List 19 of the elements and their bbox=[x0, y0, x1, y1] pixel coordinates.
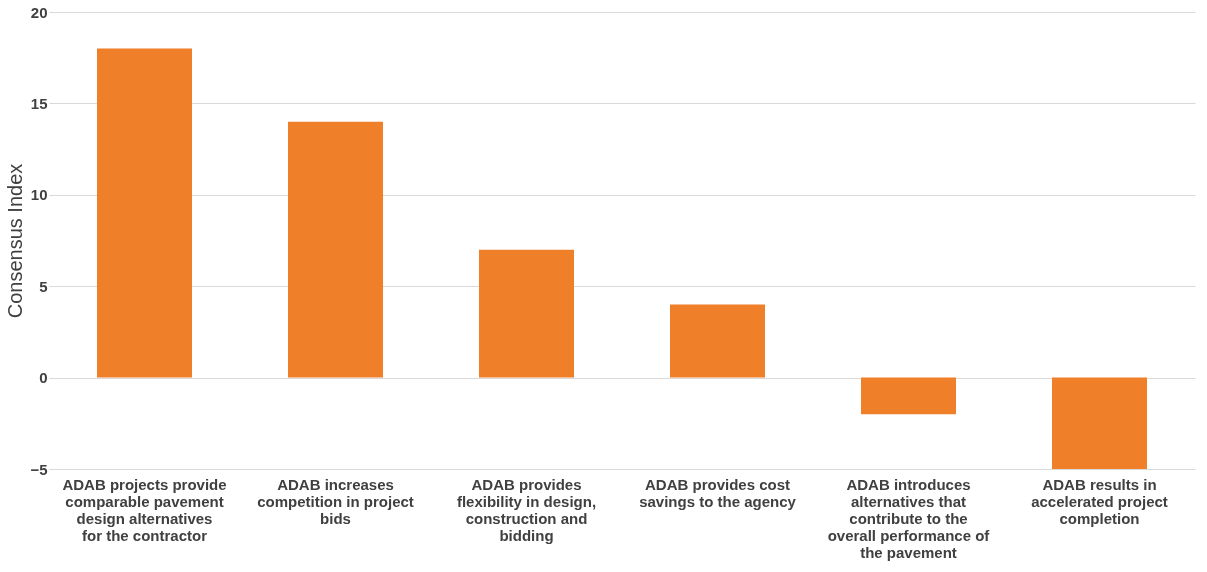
y-tick-label: 5 bbox=[39, 277, 48, 295]
x-tick-label: ADAB increases competition in project bids bbox=[257, 475, 414, 527]
x-tick-label: ADAB projects provide comparable pavement design alternatives for the contractor bbox=[62, 475, 227, 544]
bar bbox=[97, 48, 192, 378]
x-tick-label: ADAB provides flexibility in design, construction and bidding bbox=[456, 475, 597, 544]
x-tick-label: ADAB results in accelerated project completion bbox=[1031, 475, 1168, 527]
bar bbox=[670, 304, 765, 378]
y-tick-label: 10 bbox=[30, 186, 48, 204]
y-tick-label: −5 bbox=[30, 460, 48, 478]
x-tick-label: ADAB provides cost savings to the agency bbox=[639, 475, 797, 510]
y-tick-label: 20 bbox=[30, 3, 48, 21]
bar bbox=[1052, 377, 1147, 469]
y-axis-title: Consensus Index bbox=[4, 163, 27, 319]
x-tick-label: ADAB introduces alternatives that contribute to the overall performance of the pavement bbox=[827, 475, 991, 561]
bar bbox=[861, 377, 956, 415]
y-tick-label: 15 bbox=[30, 94, 48, 112]
y-tick-label: 0 bbox=[39, 369, 48, 387]
bar bbox=[479, 249, 574, 378]
bar bbox=[288, 121, 383, 378]
